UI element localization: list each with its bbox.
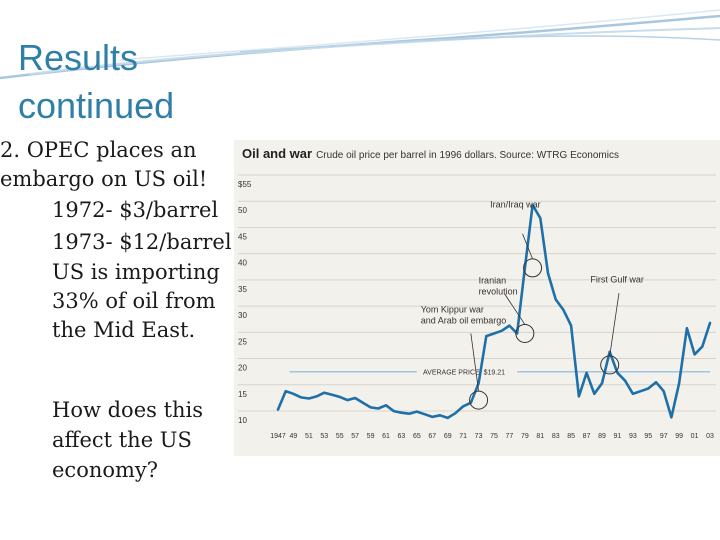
x-tick-label: 67 bbox=[428, 433, 436, 440]
y-tick-label: 35 bbox=[238, 285, 247, 294]
x-tick-label: 57 bbox=[351, 433, 359, 440]
x-tick-label: 49 bbox=[290, 433, 298, 440]
x-tick-label: 75 bbox=[490, 433, 498, 440]
x-tick-label: 93 bbox=[629, 433, 637, 440]
bullet-list: 2. OPEC places an embargo on US oil! 197… bbox=[0, 136, 232, 345]
bullet-sub-item: 1972- $3/barrel bbox=[52, 198, 219, 222]
annotation-circle bbox=[600, 355, 620, 375]
y-tick-label: 30 bbox=[238, 311, 247, 320]
annotation-label: Iranian bbox=[479, 276, 507, 286]
x-tick-label: 59 bbox=[367, 433, 375, 440]
x-tick-label: 63 bbox=[398, 433, 406, 440]
x-tick-label: 91 bbox=[614, 433, 622, 440]
x-tick-label: 97 bbox=[660, 433, 668, 440]
annotation-leader bbox=[522, 233, 533, 260]
chart-title: Oil and war bbox=[242, 146, 313, 161]
chart-header: Oil and war Crude oil price per barrel i… bbox=[242, 145, 720, 163]
annotation-leader bbox=[504, 293, 526, 325]
annotation-label: revolution bbox=[479, 287, 518, 297]
annotation-circle bbox=[523, 258, 543, 278]
oil-price-chart: Oil and war Crude oil price per barrel i… bbox=[234, 140, 720, 456]
x-tick-label: 1947 bbox=[270, 433, 286, 440]
y-tick-label: $55 bbox=[238, 180, 252, 189]
x-tick-label: 77 bbox=[506, 433, 514, 440]
x-tick-label: 61 bbox=[382, 433, 390, 440]
deco-wave-4 bbox=[239, 35, 720, 53]
bullet-main: 2. OPEC places an embargo on US oil! bbox=[0, 138, 208, 191]
y-tick-label: 25 bbox=[238, 337, 247, 346]
slide-title: Results continued bbox=[18, 37, 175, 126]
chart-subtitle: Crude oil price per barrel in 1996 dolla… bbox=[316, 150, 619, 161]
x-tick-label: 73 bbox=[475, 433, 483, 440]
x-tick-label: 03 bbox=[706, 433, 714, 440]
deco-wave-3 bbox=[119, 9, 720, 61]
x-tick-label: 65 bbox=[413, 433, 421, 440]
x-tick-label: 69 bbox=[444, 433, 452, 440]
annotation-label: and Arab oil embargo bbox=[421, 315, 507, 325]
x-tick-label: 87 bbox=[583, 433, 591, 440]
discussion-question: How does this affect the US economy? bbox=[52, 398, 204, 482]
y-tick-label: 20 bbox=[238, 364, 247, 373]
x-tick-label: 79 bbox=[521, 433, 529, 440]
annotation-leader bbox=[470, 333, 479, 392]
bullet-sub-item: US is importing 33% of oil from the Mid … bbox=[52, 260, 220, 342]
y-tick-label: 50 bbox=[238, 206, 247, 215]
y-tick-label: 40 bbox=[238, 259, 247, 268]
chart-plot: $55 50 45 40 35 30 25 20 15 10 1947 49 51 53 55 57 59 61 6… bbox=[238, 174, 716, 440]
x-tick-label: 95 bbox=[644, 433, 652, 440]
average-price-label: AVERAGE PRICE: $19.21 bbox=[423, 370, 505, 377]
annotation-leader bbox=[609, 293, 620, 356]
bullet-sub-item: 1973- $12/barrel bbox=[52, 230, 232, 254]
x-tick-label: 01 bbox=[691, 433, 699, 440]
deco-wave-1 bbox=[0, 14, 720, 80]
x-tick-label: 81 bbox=[536, 433, 544, 440]
y-tick-label: 10 bbox=[238, 416, 247, 425]
y-tick-label: 15 bbox=[238, 390, 247, 399]
x-tick-label: 71 bbox=[459, 433, 467, 440]
x-tick-label: 53 bbox=[320, 433, 328, 440]
annotation-label: Yom Kippur war bbox=[421, 304, 484, 314]
oil-price-series-line bbox=[276, 203, 712, 420]
annotation-label: Iran/Iraq war bbox=[490, 200, 541, 210]
x-tick-label: 51 bbox=[305, 433, 313, 440]
x-tick-label: 55 bbox=[336, 433, 344, 440]
x-tick-label: 99 bbox=[675, 433, 683, 440]
annotation-circle bbox=[515, 323, 535, 343]
header-decoration bbox=[0, 9, 720, 80]
x-tick-label: 89 bbox=[598, 433, 606, 440]
y-tick-label: 45 bbox=[238, 232, 247, 241]
x-tick-label: 85 bbox=[567, 433, 575, 440]
x-tick-label: 83 bbox=[552, 433, 560, 440]
annotation-label: First Gulf war bbox=[590, 275, 644, 285]
